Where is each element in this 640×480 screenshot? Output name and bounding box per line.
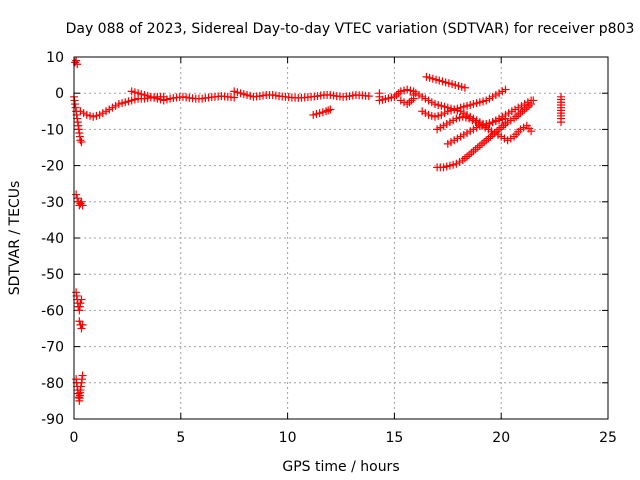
data-point xyxy=(497,123,506,132)
data-point xyxy=(76,136,85,145)
data-point xyxy=(465,150,474,159)
grid-lines xyxy=(74,57,608,419)
y-axis-label: SDTVAR / TECUs xyxy=(7,181,23,296)
data-point xyxy=(492,127,501,136)
x-axis-label: GPS time / hours xyxy=(282,459,399,475)
data-point xyxy=(486,132,495,141)
x-tick-label: 5 xyxy=(176,430,185,446)
x-tick-label: 15 xyxy=(385,430,403,446)
x-tick-label: 25 xyxy=(599,430,617,446)
data-point xyxy=(72,190,81,199)
y-tick-label: -80 xyxy=(41,376,64,392)
data-point xyxy=(77,138,86,147)
data-point xyxy=(501,114,510,123)
x-tick-label: 20 xyxy=(492,430,510,446)
data-point xyxy=(364,92,373,101)
data-point xyxy=(475,141,484,150)
data-point xyxy=(72,56,81,65)
data-point xyxy=(477,139,486,148)
data-point xyxy=(78,371,87,380)
data-point xyxy=(501,85,510,94)
data-point xyxy=(527,127,536,136)
data-point xyxy=(76,299,85,308)
y-tick-label: -50 xyxy=(41,267,64,283)
data-point xyxy=(524,101,533,110)
data-point xyxy=(396,96,405,105)
data-point xyxy=(516,109,525,118)
data-point xyxy=(529,96,538,105)
y-tick-label: -20 xyxy=(41,159,64,175)
data-point xyxy=(482,136,491,145)
y-tick-label: -90 xyxy=(41,412,64,428)
data-point xyxy=(77,197,86,206)
data-point xyxy=(326,105,335,114)
data-point xyxy=(73,194,82,203)
data-point xyxy=(522,103,531,112)
y-tick-label: 0 xyxy=(55,86,64,102)
data-point xyxy=(467,148,476,157)
y-tick-label: -70 xyxy=(41,340,64,356)
data-point xyxy=(463,152,472,161)
data-point xyxy=(480,138,489,147)
data-point xyxy=(409,94,418,103)
data-point xyxy=(460,83,469,92)
data-point xyxy=(512,112,521,121)
plot-frame xyxy=(73,56,609,420)
data-point xyxy=(469,147,478,156)
data-point xyxy=(495,125,504,134)
data-points xyxy=(70,56,566,405)
x-tick-label: 0 xyxy=(70,430,79,446)
data-point xyxy=(499,121,508,130)
data-point xyxy=(473,143,482,152)
y-tick-label: -60 xyxy=(41,303,64,319)
data-point xyxy=(557,118,566,127)
data-point xyxy=(78,201,87,210)
data-point xyxy=(518,107,527,116)
data-point xyxy=(488,130,497,139)
y-tick-label: 10 xyxy=(46,50,64,66)
data-point xyxy=(407,96,416,105)
data-point xyxy=(471,145,480,154)
y-tick-label: -10 xyxy=(41,122,64,138)
y-tick-label: -40 xyxy=(41,231,64,247)
chart-title: Day 088 of 2023, Sidereal Day-to-day VTE… xyxy=(66,21,635,37)
x-tick-label: 10 xyxy=(279,430,297,446)
data-point xyxy=(77,295,86,304)
data-point xyxy=(460,154,469,163)
data-point xyxy=(71,58,80,67)
data-point xyxy=(324,106,333,115)
data-point xyxy=(77,324,86,333)
axis-ticks: 0 5 10 15 20 25 10 0 -10 -20 -30 -40 -50 -60 -70 -80 -90 xyxy=(41,50,617,446)
y-tick-label: -30 xyxy=(41,195,64,211)
data-point xyxy=(78,320,87,329)
data-point xyxy=(73,60,82,69)
data-point xyxy=(484,134,493,143)
